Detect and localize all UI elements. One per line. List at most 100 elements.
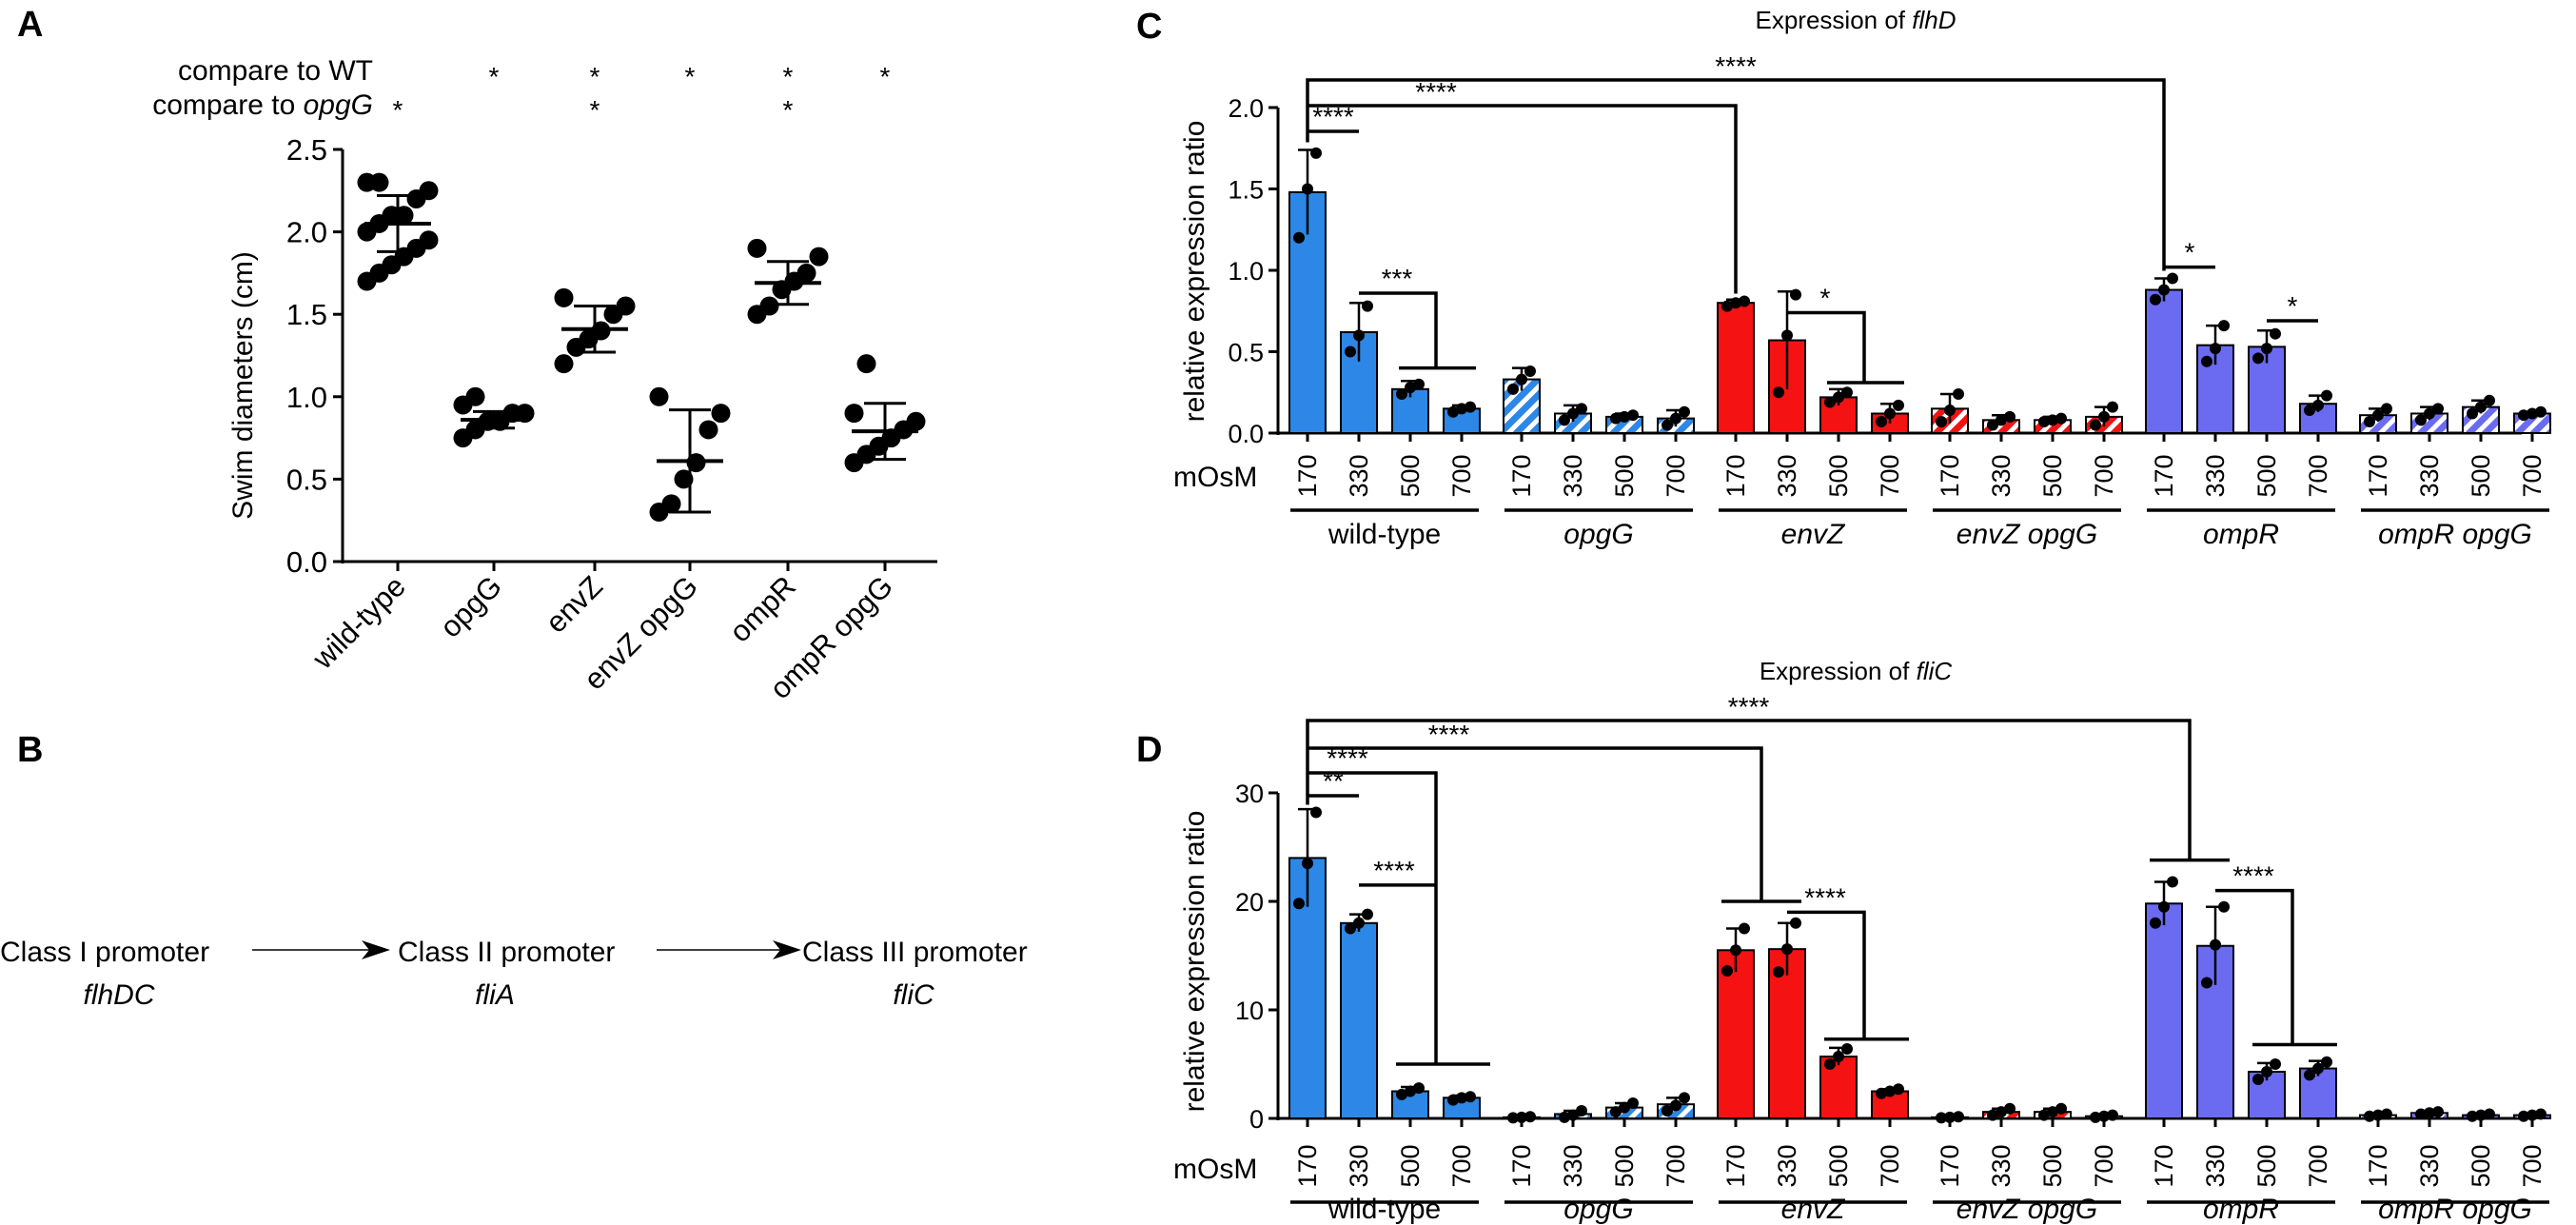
panel-d-sig-label: **	[1323, 766, 1344, 796]
gC-data-point	[2518, 409, 2529, 422]
panel-c-sig-bracket	[1306, 78, 2166, 271]
panel-a-data-point	[809, 247, 829, 267]
class3-promoter: Class III promoter	[802, 937, 1028, 968]
panel-d-letter: D	[1136, 730, 1162, 770]
gD-data-point	[2167, 876, 2178, 888]
panel-a-letter: A	[17, 5, 43, 45]
gC-osm-label: 700	[2304, 454, 2332, 497]
gC-data-point	[1567, 407, 1579, 420]
panel-a-ytick-label: 2.0	[286, 216, 327, 249]
gD-data-point	[1739, 922, 1750, 935]
gC-data-point	[1576, 403, 1587, 415]
gD-data-point	[2467, 1110, 2478, 1122]
gC-data-point	[2467, 407, 2478, 420]
gC-osm-label: 700	[2518, 454, 2547, 497]
gD-data-point	[2218, 900, 2230, 913]
panel-d-sig-bracket	[2215, 888, 2337, 1047]
gC-data-point	[1833, 391, 1844, 404]
gD-data-point	[2055, 1102, 2067, 1115]
panel-b-pathway: Class I promoter flhDC Class II promoter…	[0, 937, 1028, 1011]
gC-data-point	[1619, 410, 1630, 423]
arrow-1-head-icon	[362, 940, 390, 959]
panel-a-xtick-label: opgG	[434, 569, 508, 643]
gC-osm-label: 700	[1447, 454, 1476, 497]
gC-data-point	[1465, 401, 1476, 413]
gD-data-point	[2261, 1065, 2272, 1077]
gC-data-point	[1679, 405, 1690, 418]
gC-data-point	[2432, 403, 2444, 415]
gD-data-point	[1362, 908, 1373, 920]
gD-data-point	[1353, 917, 1365, 929]
panel-c-sig-label: *	[2185, 238, 2195, 267]
compare-wt-label: compare to WT	[178, 55, 373, 87]
gD-osm-label: 170	[1936, 1144, 1964, 1187]
gD-data-point	[1987, 1109, 1998, 1121]
gC-group-label: wild-type	[1327, 519, 1441, 550]
panel-a-sig-vs-wt: *	[685, 62, 696, 91]
gD-data-point	[1447, 1094, 1459, 1106]
gC-data-point	[1302, 183, 1313, 195]
gD-data-point	[2047, 1106, 2058, 1118]
gC-osm-label: 500	[2038, 454, 2067, 497]
panel-c-sig-label: ****	[1715, 51, 1757, 81]
gD-osm-label: 330	[1559, 1144, 1587, 1187]
gD-data-point	[1936, 1112, 1947, 1124]
gD-bar	[1768, 948, 1806, 1119]
gC-data-point	[1610, 412, 1622, 425]
panel-c-xlabel: mOsM	[1173, 462, 1257, 493]
gD-data-point	[1721, 964, 1733, 977]
panel-a-xtick-label: envZ	[539, 569, 608, 639]
gC-data-point	[2475, 401, 2487, 413]
gD-data-point	[2270, 1058, 2281, 1070]
panel-a-data-point	[747, 238, 767, 258]
gD-data-point	[2321, 1056, 2332, 1068]
panel-c-title: Expression of flhD	[1756, 6, 1957, 34]
gD-osm-label: 500	[2038, 1144, 2067, 1187]
gC-data-point	[1627, 409, 1639, 422]
gC-group-label: ompR opgG	[2378, 519, 2532, 550]
panel-a-sig-vs-opgg: *	[393, 95, 403, 125]
gD-data-point	[1405, 1085, 1416, 1097]
gC-data-point	[1456, 403, 1467, 415]
gC-osm-label: 500	[1610, 454, 1639, 497]
panel-c-sig-label: ****	[1312, 102, 1354, 131]
panel-a-xtick-label: wild-type	[305, 569, 412, 676]
gC-osm-label: 170	[1936, 454, 1964, 497]
gD-osm-label: 500	[2252, 1144, 2281, 1187]
gD-data-point	[2372, 1109, 2384, 1121]
gD-data-point	[1559, 1111, 1570, 1123]
gD-data-point	[2158, 900, 2170, 913]
gC-data-point	[1953, 387, 1964, 400]
gC-data-point	[1405, 382, 1416, 394]
gC-data-point	[2150, 293, 2161, 306]
gC-data-point	[2055, 412, 2067, 425]
panel-a-data-point	[649, 386, 669, 406]
gD-osm-label: 500	[1824, 1144, 1853, 1187]
gD-osm-label: 170	[1293, 1144, 1322, 1187]
gD-data-point	[2424, 1107, 2435, 1119]
panel-a-ytick-label: 2.5	[286, 133, 327, 167]
gC-data-point	[1841, 386, 1853, 399]
gC-data-point	[2381, 403, 2392, 415]
gC-data-point	[1447, 405, 1459, 418]
gD-data-point	[1730, 944, 1741, 957]
gD-data-point	[1790, 917, 1801, 929]
gD-data-point	[2201, 977, 2212, 989]
gD-osm-label: 500	[1396, 1144, 1425, 1187]
gD-data-point	[1627, 1097, 1639, 1110]
gD-data-point	[1944, 1111, 1956, 1123]
panel-a-data-point	[698, 420, 718, 440]
panel-a-sig-vs-wt: *	[590, 62, 600, 91]
gD-data-point	[1524, 1111, 1536, 1123]
gD-data-point	[1345, 922, 1356, 935]
gD-ytick-label: 30	[1235, 780, 1264, 808]
panel-a-sig-vs-wt: *	[489, 62, 500, 91]
class2-gene: fliA	[475, 979, 515, 1011]
gC-bar	[1288, 190, 1327, 434]
gD-data-point	[2475, 1109, 2487, 1121]
gC-data-point	[2047, 414, 2058, 426]
gC-osm-label: 700	[1662, 454, 1690, 497]
panel-a-xtick-label: ompR	[723, 569, 802, 648]
gD-osm-label: 700	[1662, 1144, 1690, 1187]
